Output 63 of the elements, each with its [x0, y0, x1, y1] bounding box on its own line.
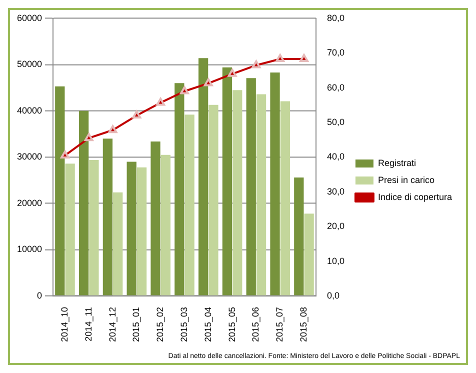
y2-tick-label: 40,0	[326, 152, 344, 162]
point	[276, 54, 285, 62]
bar	[304, 214, 314, 296]
point	[84, 133, 94, 142]
y-tick-label: 60000	[16, 12, 42, 23]
bar	[256, 94, 266, 296]
point	[108, 125, 118, 134]
bar	[184, 114, 194, 296]
bar	[208, 104, 218, 296]
bar	[174, 83, 184, 296]
x-tick-label: 2014_12	[107, 306, 118, 342]
y2-tick-label: 70,0	[326, 48, 344, 58]
x-tick-label: 2015_06	[250, 306, 261, 342]
x-tick-label: 2015_04	[202, 306, 213, 342]
y-tick-label: 50000	[16, 59, 42, 70]
y-tick-label: 10000	[16, 244, 42, 254]
y2-tick-label: 50,0	[326, 116, 344, 127]
bar	[65, 164, 75, 296]
bar	[113, 192, 123, 296]
legend-label: Indice di copertura	[378, 192, 452, 202]
bar	[126, 162, 136, 296]
y2-tick-label: 20,0	[326, 221, 344, 232]
bar	[280, 101, 290, 296]
y2-tick-label: 30,0	[326, 186, 344, 196]
x-tick-label: 2015_05	[226, 306, 237, 342]
point	[180, 86, 189, 94]
x-tick-label: 2015_07	[274, 306, 285, 342]
bar	[270, 72, 280, 296]
point	[60, 150, 70, 158]
bar	[294, 178, 304, 296]
y2-tick-label: 0,0	[326, 290, 340, 300]
bar	[102, 138, 113, 296]
bar	[160, 154, 170, 296]
x-tick-label: 2015_02	[155, 306, 166, 342]
bar	[78, 110, 89, 296]
point	[300, 54, 308, 62]
point	[132, 110, 142, 119]
legend-label: Registrati	[378, 158, 416, 168]
y2-tick-label: 80,0	[326, 12, 344, 23]
bar	[150, 141, 160, 296]
y-tick-label: 30000	[16, 152, 42, 162]
x-tick-label: 2015_01	[131, 306, 142, 342]
x-tick-label: 2015_08	[298, 306, 308, 342]
bar	[198, 58, 208, 296]
bar	[55, 86, 65, 296]
legend-label: Presi in carico	[378, 174, 434, 185]
x-tick-label: 2015_03	[178, 306, 189, 342]
bar	[222, 67, 232, 296]
y-tick-label: 40000	[16, 105, 42, 116]
point	[156, 98, 166, 106]
x-tick-label: 2014_11	[83, 306, 94, 342]
point	[252, 60, 261, 68]
x-tick-label: 2014_10	[59, 306, 70, 342]
y-tick-label: 0	[37, 290, 42, 300]
y2-tick-label: 10,0	[326, 256, 344, 266]
point	[204, 78, 213, 86]
bar	[89, 160, 99, 296]
y-tick-label: 20000	[16, 198, 42, 208]
bar	[246, 78, 256, 296]
bar	[232, 90, 242, 296]
point	[228, 68, 237, 77]
bar	[136, 167, 147, 296]
y2-tick-label: 60,0	[326, 82, 344, 92]
